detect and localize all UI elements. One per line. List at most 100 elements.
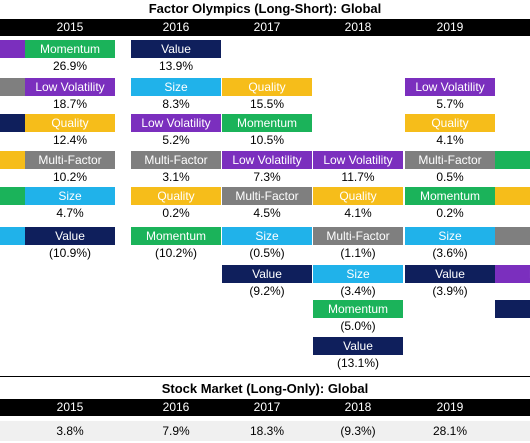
factor-return-value: % [0, 58, 25, 74]
factor-label: Size [222, 227, 312, 245]
market-year-header-2015: 2015 [56, 400, 84, 414]
factor-label: Low Volatility [131, 114, 221, 132]
factor-return-value: 3.1% [162, 170, 190, 184]
factor-return-value: 0.5% [436, 170, 464, 184]
factor-label: ue [0, 114, 25, 132]
factor-label: Mo [495, 151, 530, 169]
factor-return-value: 4.1% [344, 206, 372, 220]
factor-label: Momentum [25, 40, 115, 58]
factor-cell-2014-momentum: ntum% [0, 187, 25, 225]
factor-cell-2015-multi-factor: Multi-Factor 10.2% [25, 151, 115, 189]
factor-cell-2019-quality: Quality 4.1% [405, 114, 495, 152]
chart-title: Factor Olympics (Long-Short): Global [148, 1, 382, 16]
factor-cell-2015-quality: Quality 12.4% [25, 114, 115, 152]
factor-label: Size [25, 187, 115, 205]
factor-label: Value [131, 40, 221, 58]
market-return-2020: 1 [495, 421, 530, 441]
market-return-2017: 18.3% [249, 424, 285, 438]
factor-label: Value [222, 265, 312, 283]
factor-return-value: 4.1% [436, 133, 464, 147]
factor-return-value: (10.2%) [154, 246, 198, 260]
market-year-header-2017: 2017 [253, 400, 281, 414]
factor-return-value: 4.5% [253, 206, 281, 220]
factor-cell-2017-size: Size (0.5%) [222, 227, 312, 265]
factor-return-value: 10.2% [52, 170, 88, 184]
factor-cell-2019-value: Value (3.9%) [405, 265, 495, 303]
factor-return-value: (3.9%) [432, 284, 468, 298]
market-return-2015: 3.8% [56, 424, 84, 438]
factor-label: Value [313, 337, 403, 355]
factor-return-value: 3 [495, 205, 530, 221]
factor-return-value: 0.2% [436, 206, 464, 220]
factor-cell-2018-momentum: Momentum (5.0%) [313, 300, 403, 338]
year-header-2015: 2015 [56, 20, 84, 34]
factor-return-value: 0.2% [162, 206, 190, 220]
factor-label: actor [0, 78, 25, 96]
factor-cell-2018-low-volatility: Low Volatility 11.7% [313, 151, 403, 189]
factor-label: Momentum [313, 300, 403, 318]
factor-label: ity [0, 151, 25, 169]
factor-return-value: 7.3% [253, 170, 281, 184]
factor-label: Quality [313, 187, 403, 205]
factor-label: Low Volatility [222, 151, 312, 169]
factor-return-value: 1 [495, 169, 530, 185]
factor-cell-2016-momentum: Momentum (10.2%) [131, 227, 221, 265]
factor-cell-2017-quality: Quality 15.5% [222, 78, 312, 116]
factor-cell-2018-quality: Quality 4.1% [313, 187, 403, 225]
factor-cell-2016-quality: Quality 0.2% [131, 187, 221, 225]
factor-return-value: 13.9% [158, 59, 194, 73]
factor-cell-2014-size: ze%) [0, 227, 25, 265]
factor-cell-2014-low-volatility: olatility% [0, 40, 25, 78]
market-title: Stock Market (Long-Only): Global [161, 381, 369, 396]
factor-cell-2020-multi-factor: Mul(4 [495, 227, 530, 265]
market-return-2014: % [0, 421, 25, 441]
section-divider [0, 376, 530, 377]
factor-label: Multi-Factor [25, 151, 115, 169]
year-header-bar [0, 19, 530, 36]
factor-cell-2020-quality: 3 [495, 187, 530, 225]
factor-cell-2017-momentum: Momentum 10.5% [222, 114, 312, 152]
factor-cell-2018-multi-factor: Multi-Factor (1.1%) [313, 227, 403, 265]
factor-return-value: 18.7% [52, 97, 88, 111]
factor-return-value: 12.4% [52, 133, 88, 147]
factor-cell-2015-low-volatility: Low Volatility 18.7% [25, 78, 115, 116]
factor-cell-2015-value: Value (10.9%) [25, 227, 115, 265]
factor-cell-2014-quality: ity% [0, 151, 25, 189]
factor-label: Multi-Factor [313, 227, 403, 245]
factor-label: Value [405, 265, 495, 283]
market-year-header-2014: 4 [0, 399, 25, 416]
factor-cell-2020-momentum: Mo1 [495, 151, 530, 189]
factor-cell-2018-value: Value (13.1%) [313, 337, 403, 375]
factor-label [495, 187, 530, 205]
factor-label: ze [0, 227, 25, 245]
factor-return-value: 5.2% [162, 133, 190, 147]
factor-cell-2015-momentum: Momentum 26.9% [25, 40, 115, 78]
factor-label: Low Volatility [405, 78, 495, 96]
factor-label: Size [131, 78, 221, 96]
factor-return-value: (1.1%) [340, 246, 376, 260]
factor-label: Multi-Factor [405, 151, 495, 169]
market-year-header-2018: 2018 [344, 400, 372, 414]
factor-return-value: 5.7% [436, 97, 464, 111]
factor-label: Momentum [131, 227, 221, 245]
factor-return-value: % [0, 132, 25, 148]
factor-return-value: (10.9%) [48, 246, 92, 260]
factor-label: Low Volatility [25, 78, 115, 96]
factor-cell-2015-size: Size 4.7% [25, 187, 115, 225]
factor-return-value: 26.9% [52, 59, 88, 73]
factor-cell-2017-low-volatility: Low Volatility 7.3% [222, 151, 312, 189]
year-header-2014: 4 [0, 19, 25, 36]
factor-return-value: 15.5% [249, 97, 285, 111]
factor-return-value: % [0, 169, 25, 185]
factor-label: Size [405, 227, 495, 245]
factor-return-value: 11.7% [341, 170, 375, 184]
year-header-2016: 2016 [162, 20, 190, 34]
factor-return-value: (4 [495, 245, 530, 261]
factor-label: Quality [222, 78, 312, 96]
factor-cell-2019-multi-factor: Multi-Factor 0.5% [405, 151, 495, 189]
factor-label: Multi-Factor [131, 151, 221, 169]
factor-return-value: % [0, 205, 25, 221]
factor-cell-2018-size: Size (3.4%) [313, 265, 403, 303]
factor-label: ntum [0, 187, 25, 205]
